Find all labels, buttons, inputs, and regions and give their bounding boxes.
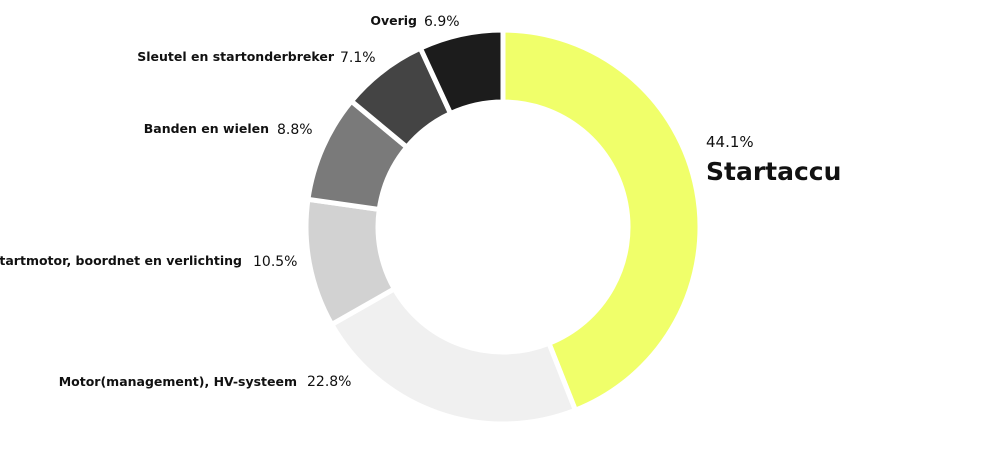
slice-value-label-startaccu: 44.1% — [706, 133, 754, 151]
slice-value-label-motor-management-hv-systeem: 22.8% — [307, 374, 351, 390]
donut-slice-startaccu — [500, 27, 703, 414]
slice-value-label-banden-en-wielen: 8.8% — [277, 122, 313, 138]
slice-name-label-banden-en-wielen: Banden en wielen — [144, 121, 269, 136]
slice-name-label-sleutel-en-startonderbreker: Sleutel en startonderbreker — [137, 49, 335, 64]
slice-value-label-startmotor-boordnet-en-verlichting: 10.5% — [253, 254, 297, 270]
slice-name-label-overig: Overig — [370, 13, 417, 28]
slice-labels: 44.1% Startaccu Motor(management), HV-syst… — [0, 13, 841, 390]
slice-name-label-startmotor-boordnet-en-verlichting: Startmotor, boordnet en verlichting — [0, 253, 242, 268]
donut-slice-motor-management-hv-systeem — [328, 285, 579, 427]
slice-value-label-sleutel-en-startonderbreker: 7.1% — [340, 50, 376, 66]
slice-name-label-startaccu: Startaccu — [706, 157, 841, 186]
slice-name-label-motor-management-hv-systeem: Motor(management), HV-systeem — [59, 374, 297, 389]
donut-slice-overig — [417, 27, 506, 117]
slice-value-label-overig: 6.9% — [424, 14, 460, 30]
donut-slices — [303, 27, 703, 427]
